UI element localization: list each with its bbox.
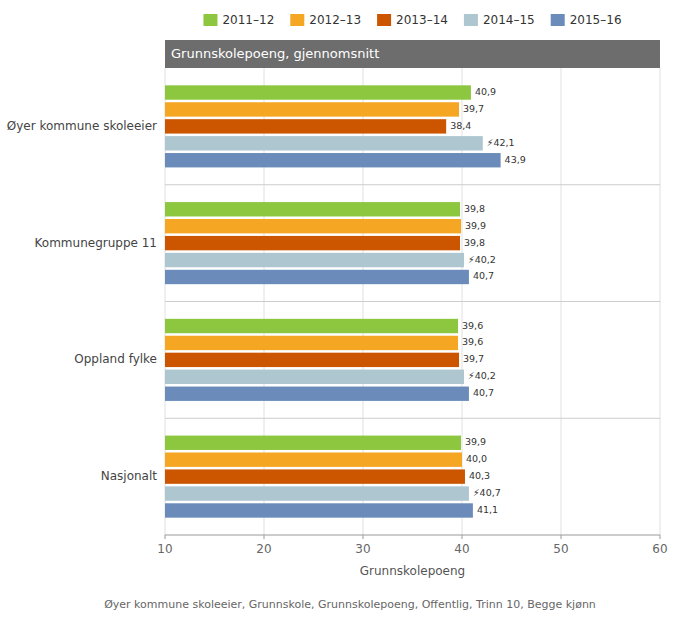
data-label: 39,8 <box>464 237 485 248</box>
bar <box>165 486 469 500</box>
data-label: ⚡40,2 <box>468 370 496 381</box>
bar <box>165 469 465 483</box>
bar <box>165 136 483 150</box>
data-label: 38,4 <box>450 120 471 131</box>
chart: 10 20 30 40 50 60 40,9 39,7 38,4 ⚡42,1 43,9 39,8 39,… <box>0 0 700 622</box>
data-label: 40,7 <box>473 270 494 281</box>
data-label: 40,9 <box>475 86 496 97</box>
data-labels: 40,9 39,7 38,4 ⚡42,1 43,9 39,8 39,9 39,8 ⚡40,2 40… <box>450 86 526 515</box>
data-label: 40,3 <box>469 470 490 481</box>
bar <box>165 336 458 350</box>
tick-label: 50 <box>553 542 568 556</box>
x-axis-line <box>165 535 660 536</box>
tick-label: 30 <box>355 542 370 556</box>
bar <box>165 270 469 284</box>
data-label: 39,9 <box>465 436 486 447</box>
data-label: 41,1 <box>477 504 498 515</box>
title: Grunnskolepoeng, gjennomsnitt <box>171 46 379 61</box>
legend-swatch <box>551 14 565 26</box>
bar <box>165 503 473 517</box>
bar <box>165 85 471 99</box>
legend: 2011–12 2012–13 2013–14 2014–15 2015–16 <box>203 13 621 27</box>
group-separator <box>165 418 660 419</box>
footer: Øyer kommune skoleeier, Grunnskole, Grun… <box>104 598 596 611</box>
bar <box>165 436 461 450</box>
legend-swatch <box>464 14 478 26</box>
group-separator <box>165 301 660 302</box>
title-banner <box>165 40 660 68</box>
tick-mark <box>264 535 265 539</box>
bar <box>165 353 459 367</box>
bar <box>165 153 501 167</box>
tick-label: 40 <box>454 542 469 556</box>
tick-mark <box>660 535 661 539</box>
data-label: 40,0 <box>466 453 487 464</box>
page: {"chart_data": { "type": "bar", "orienta… <box>0 0 700 622</box>
tick-mark <box>165 535 166 539</box>
tick-label: 60 <box>652 542 667 556</box>
legend-label: 2014–15 <box>483 13 535 27</box>
legend-label: 2012–13 <box>309 13 361 27</box>
bar <box>165 319 458 333</box>
x-axis-label: Grunnskolepoeng <box>360 564 465 578</box>
tick-label: 10 <box>157 542 172 556</box>
bar <box>165 119 446 133</box>
bar <box>165 370 464 384</box>
bar <box>165 102 459 116</box>
category-label: Kommunegruppe 11 <box>35 236 157 250</box>
data-label: ⚡40,7 <box>473 487 501 498</box>
bar <box>165 387 469 401</box>
legend-swatch <box>290 14 304 26</box>
legend-label: 2013–14 <box>396 13 448 27</box>
category-label: Oppland fylke <box>74 352 157 366</box>
category-label: Nasjonalt <box>101 469 158 483</box>
data-label: 43,9 <box>505 154 526 165</box>
tick-mark <box>561 535 562 539</box>
data-label: 39,6 <box>462 320 483 331</box>
group-separator <box>165 184 660 185</box>
bars <box>165 85 501 517</box>
data-label: 39,9 <box>465 220 486 231</box>
tick-mark <box>363 535 364 539</box>
tick-label: 20 <box>256 542 271 556</box>
data-label: 39,7 <box>463 353 484 364</box>
legend-label: 2015–16 <box>570 13 622 27</box>
legend-swatch <box>377 14 391 26</box>
category-label: Øyer kommune skoleeier <box>7 119 157 133</box>
data-label: 39,7 <box>463 103 484 114</box>
bar <box>165 202 460 216</box>
data-label: 39,8 <box>464 203 485 214</box>
data-label: ⚡42,1 <box>487 137 515 148</box>
bar <box>165 253 464 267</box>
data-label: 39,6 <box>462 336 483 347</box>
tick-mark <box>462 535 463 539</box>
bar <box>165 453 462 467</box>
legend-swatch <box>203 14 217 26</box>
legend-label: 2011–12 <box>222 13 274 27</box>
data-label: 40,7 <box>473 387 494 398</box>
data-label: ⚡40,2 <box>468 254 496 265</box>
bar <box>165 236 460 250</box>
bar <box>165 219 461 233</box>
